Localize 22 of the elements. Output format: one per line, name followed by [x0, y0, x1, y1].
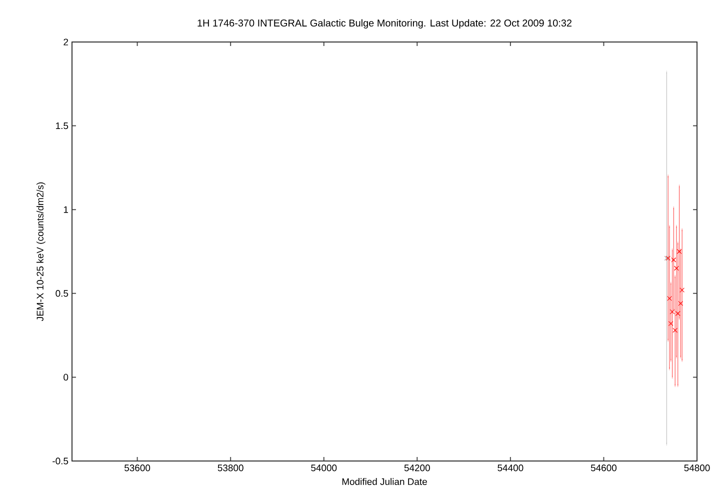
- x-tick-label: 54400: [498, 464, 524, 472]
- x-tick-label: 54800: [684, 464, 710, 472]
- point: [667, 296, 672, 301]
- y-tick-label: 1: [64, 206, 68, 213]
- y-tick-label: 2: [64, 38, 68, 46]
- y-tick-label: -0.5: [52, 458, 68, 464]
- x-tick-label: 54200: [404, 464, 430, 472]
- y-axis-title: JEM-X 10-25 keV (counts/dm2/s): [36, 182, 46, 322]
- point: [672, 328, 678, 333]
- x-tick-label: 53600: [124, 464, 150, 472]
- x-tick-label: 54000: [311, 464, 337, 472]
- y-tick-label: 0.5: [56, 290, 68, 297]
- point: [674, 266, 679, 271]
- x-tick-label: 53800: [218, 464, 244, 472]
- point: [680, 288, 684, 292]
- point: [668, 321, 674, 326]
- chart-title: 1H 1746-370 INTEGRAL Galactic Bulge Monitoring. Last Update: 22 Oct 2009 10:32: [198, 19, 572, 29]
- y-tick-label: 1.5: [56, 122, 68, 130]
- y-tick-label: 0: [64, 374, 68, 381]
- point: [678, 301, 684, 306]
- x-axis-title: Modified Julian Date: [342, 478, 427, 486]
- x-tick-label: 54600: [590, 464, 617, 472]
